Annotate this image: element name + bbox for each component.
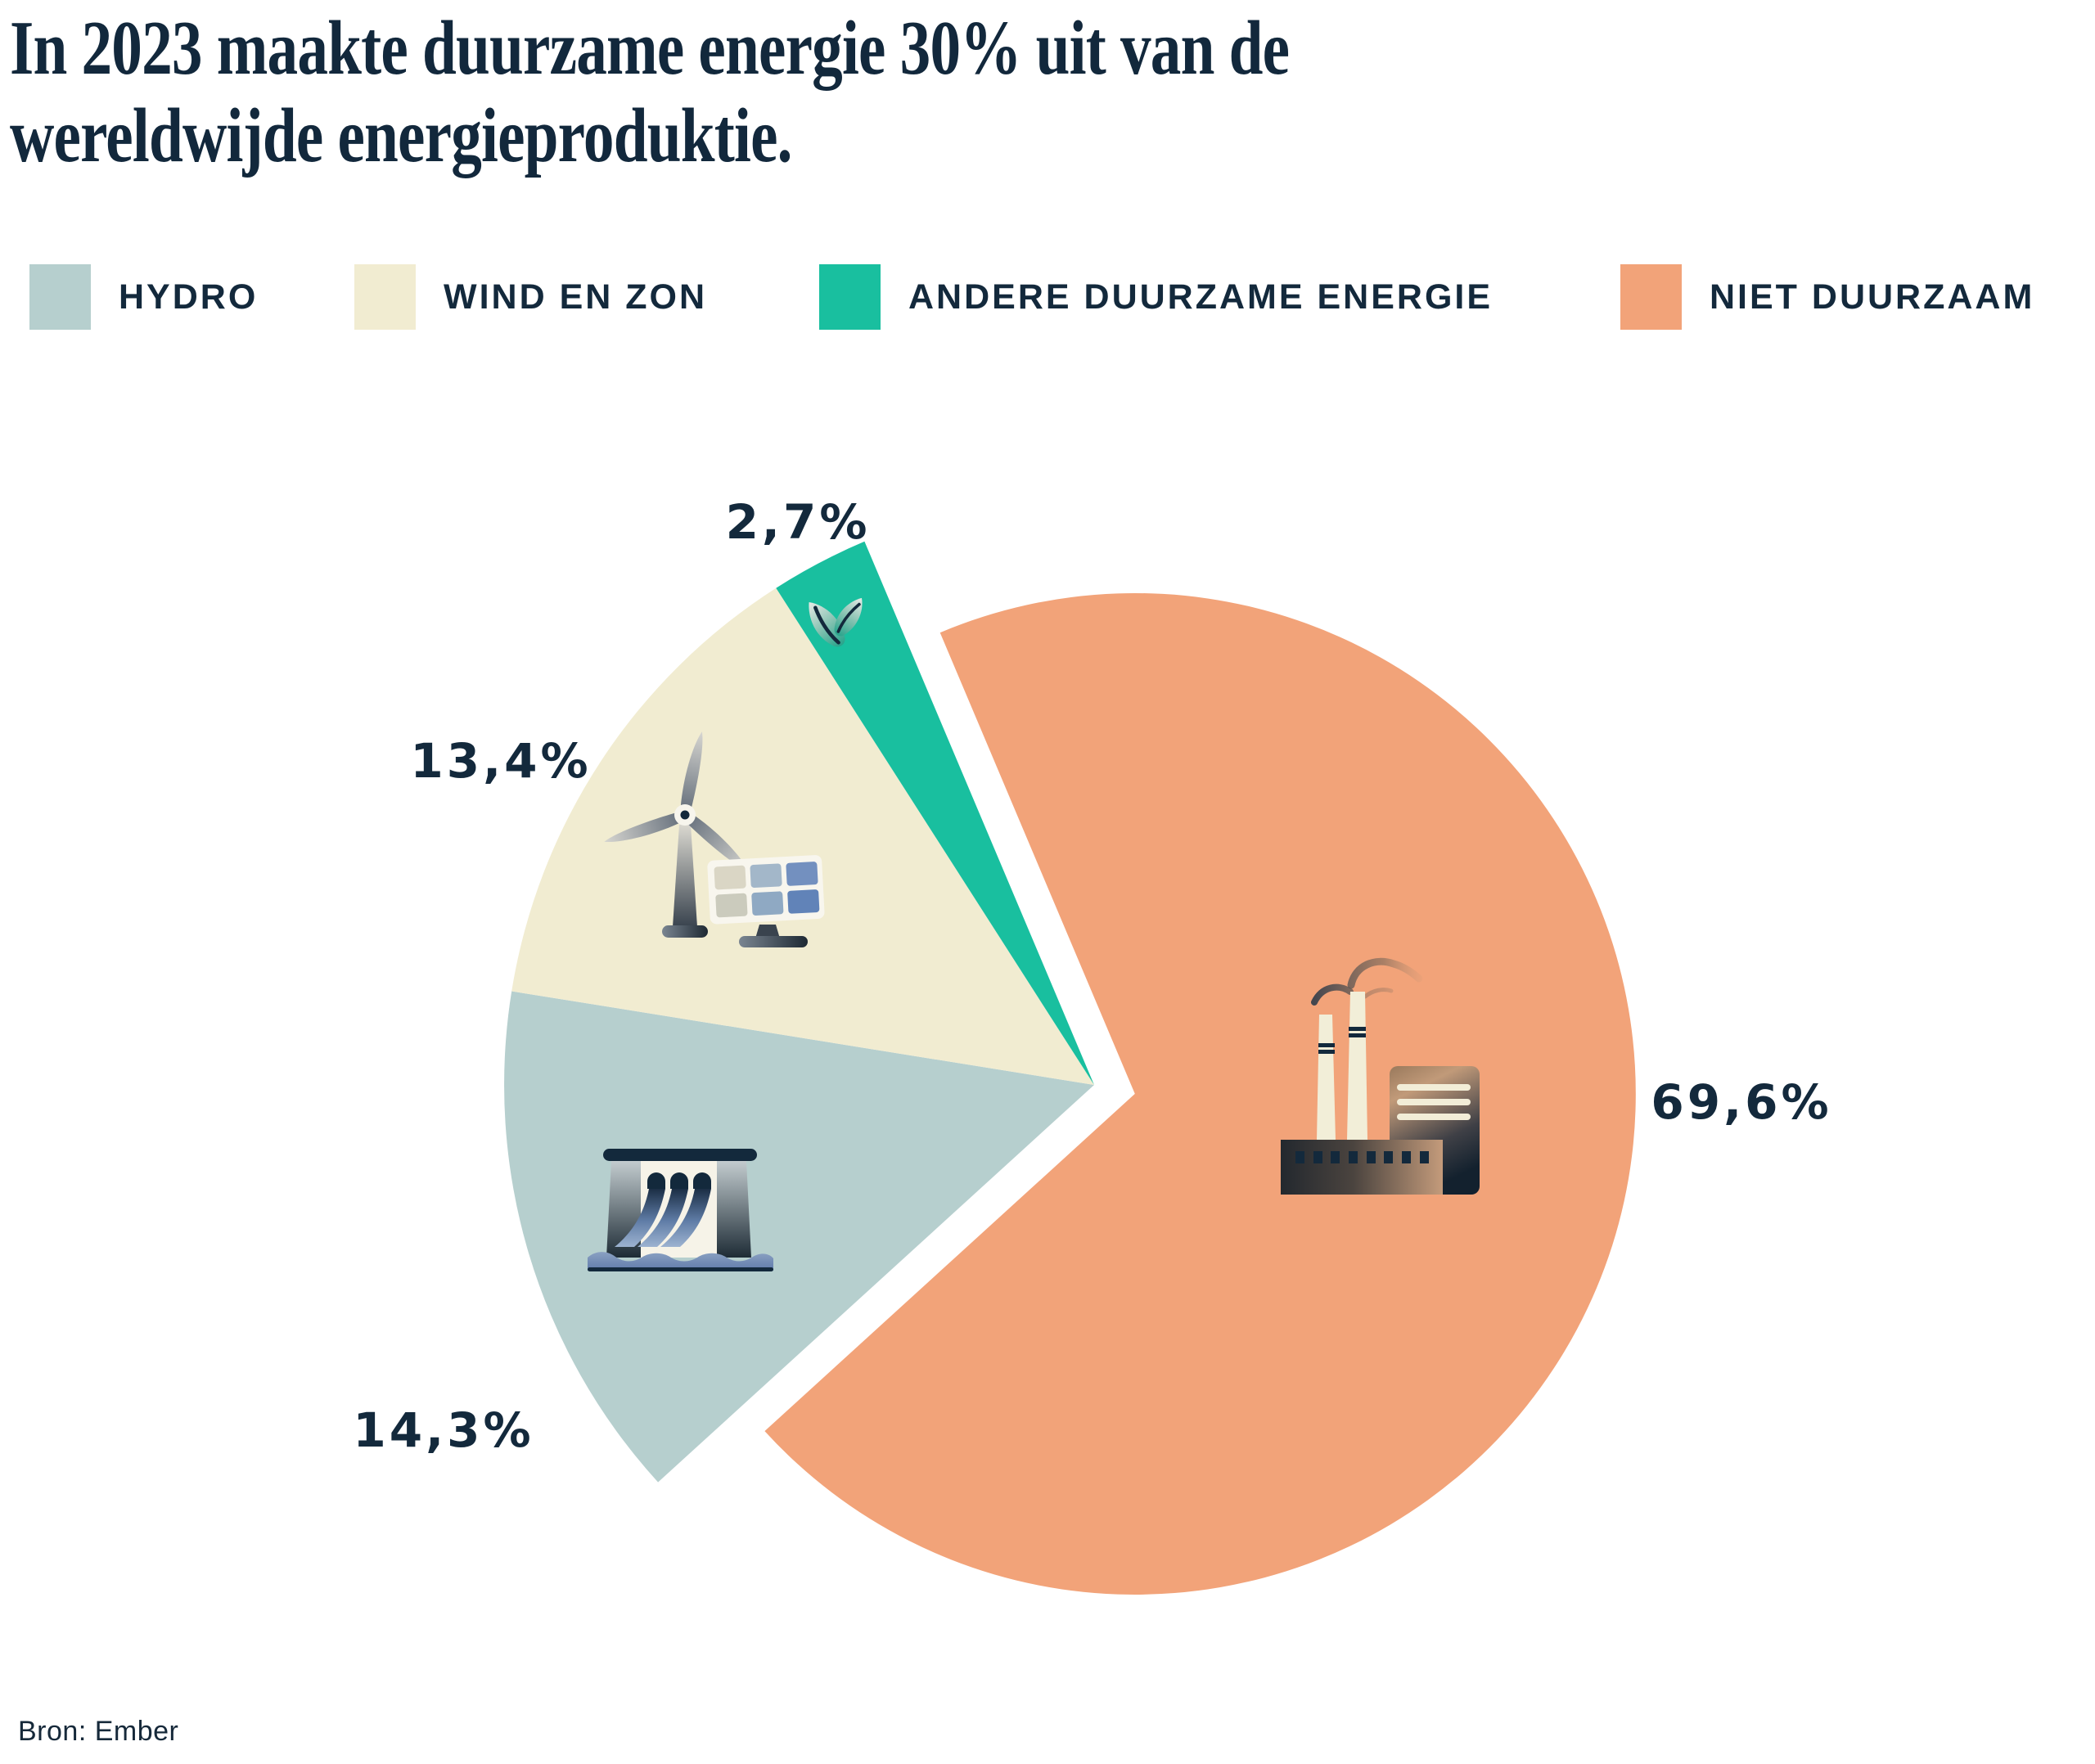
page-title: In 2023 maakte duurzame energie 30% uit …	[10, 5, 1581, 180]
pie-label-hydro: 14,3%	[353, 1402, 534, 1458]
leaf-icon	[809, 597, 863, 647]
page-title-line1: In 2023 maakte duurzame energie 30% uit …	[10, 6, 1290, 91]
legend-swatch-hydro	[29, 264, 91, 330]
legend-label-hydro: HYDRO	[119, 277, 259, 317]
legend-item-wind-en-zon: WIND EN ZON	[354, 264, 707, 330]
pie-label-andere-duurzame-energie: 2,7%	[725, 494, 871, 550]
pie-slices	[504, 541, 1636, 1595]
pie-slice-hydro	[504, 991, 1094, 1483]
legend-item-niet-duurzaam: NIET DUURZAAM	[1620, 264, 2034, 330]
pie-slice-andere-duurzame-energie	[776, 541, 1094, 1085]
pie-slice-niet-duurzaam	[764, 592, 1636, 1595]
legend-item-hydro: HYDRO	[29, 264, 258, 330]
wind-turbine-solar-panel-icon	[604, 731, 825, 947]
pie-label-wind-en-zon: 13,4%	[410, 733, 592, 789]
page-title-line2: wereldwijde energieproduktie.	[10, 93, 792, 178]
legend-swatch-niet-duurzaam	[1620, 264, 1682, 330]
pie-label-niet-duurzaam: 69,6%	[1651, 1074, 1832, 1130]
legend-swatch-wind-en-zon	[354, 264, 416, 330]
factory-icon	[1281, 957, 1480, 1195]
legend-item-andere-duurzame-energie: ANDERE DUURZAME ENERGIE	[819, 264, 1493, 330]
legend-label-wind-en-zon: WIND EN ZON	[444, 277, 708, 317]
source-credit: Bron: Ember	[18, 1716, 179, 1747]
hydro-dam-icon	[588, 1149, 773, 1271]
legend-swatch-andere-duurzame-energie	[819, 264, 881, 330]
legend-label-andere-duurzame-energie: ANDERE DUURZAME ENERGIE	[908, 277, 1494, 317]
legend-label-niet-duurzaam: NIET DUURZAAM	[1710, 277, 2035, 317]
pie-slice-wind-en-zon	[511, 587, 1094, 1085]
